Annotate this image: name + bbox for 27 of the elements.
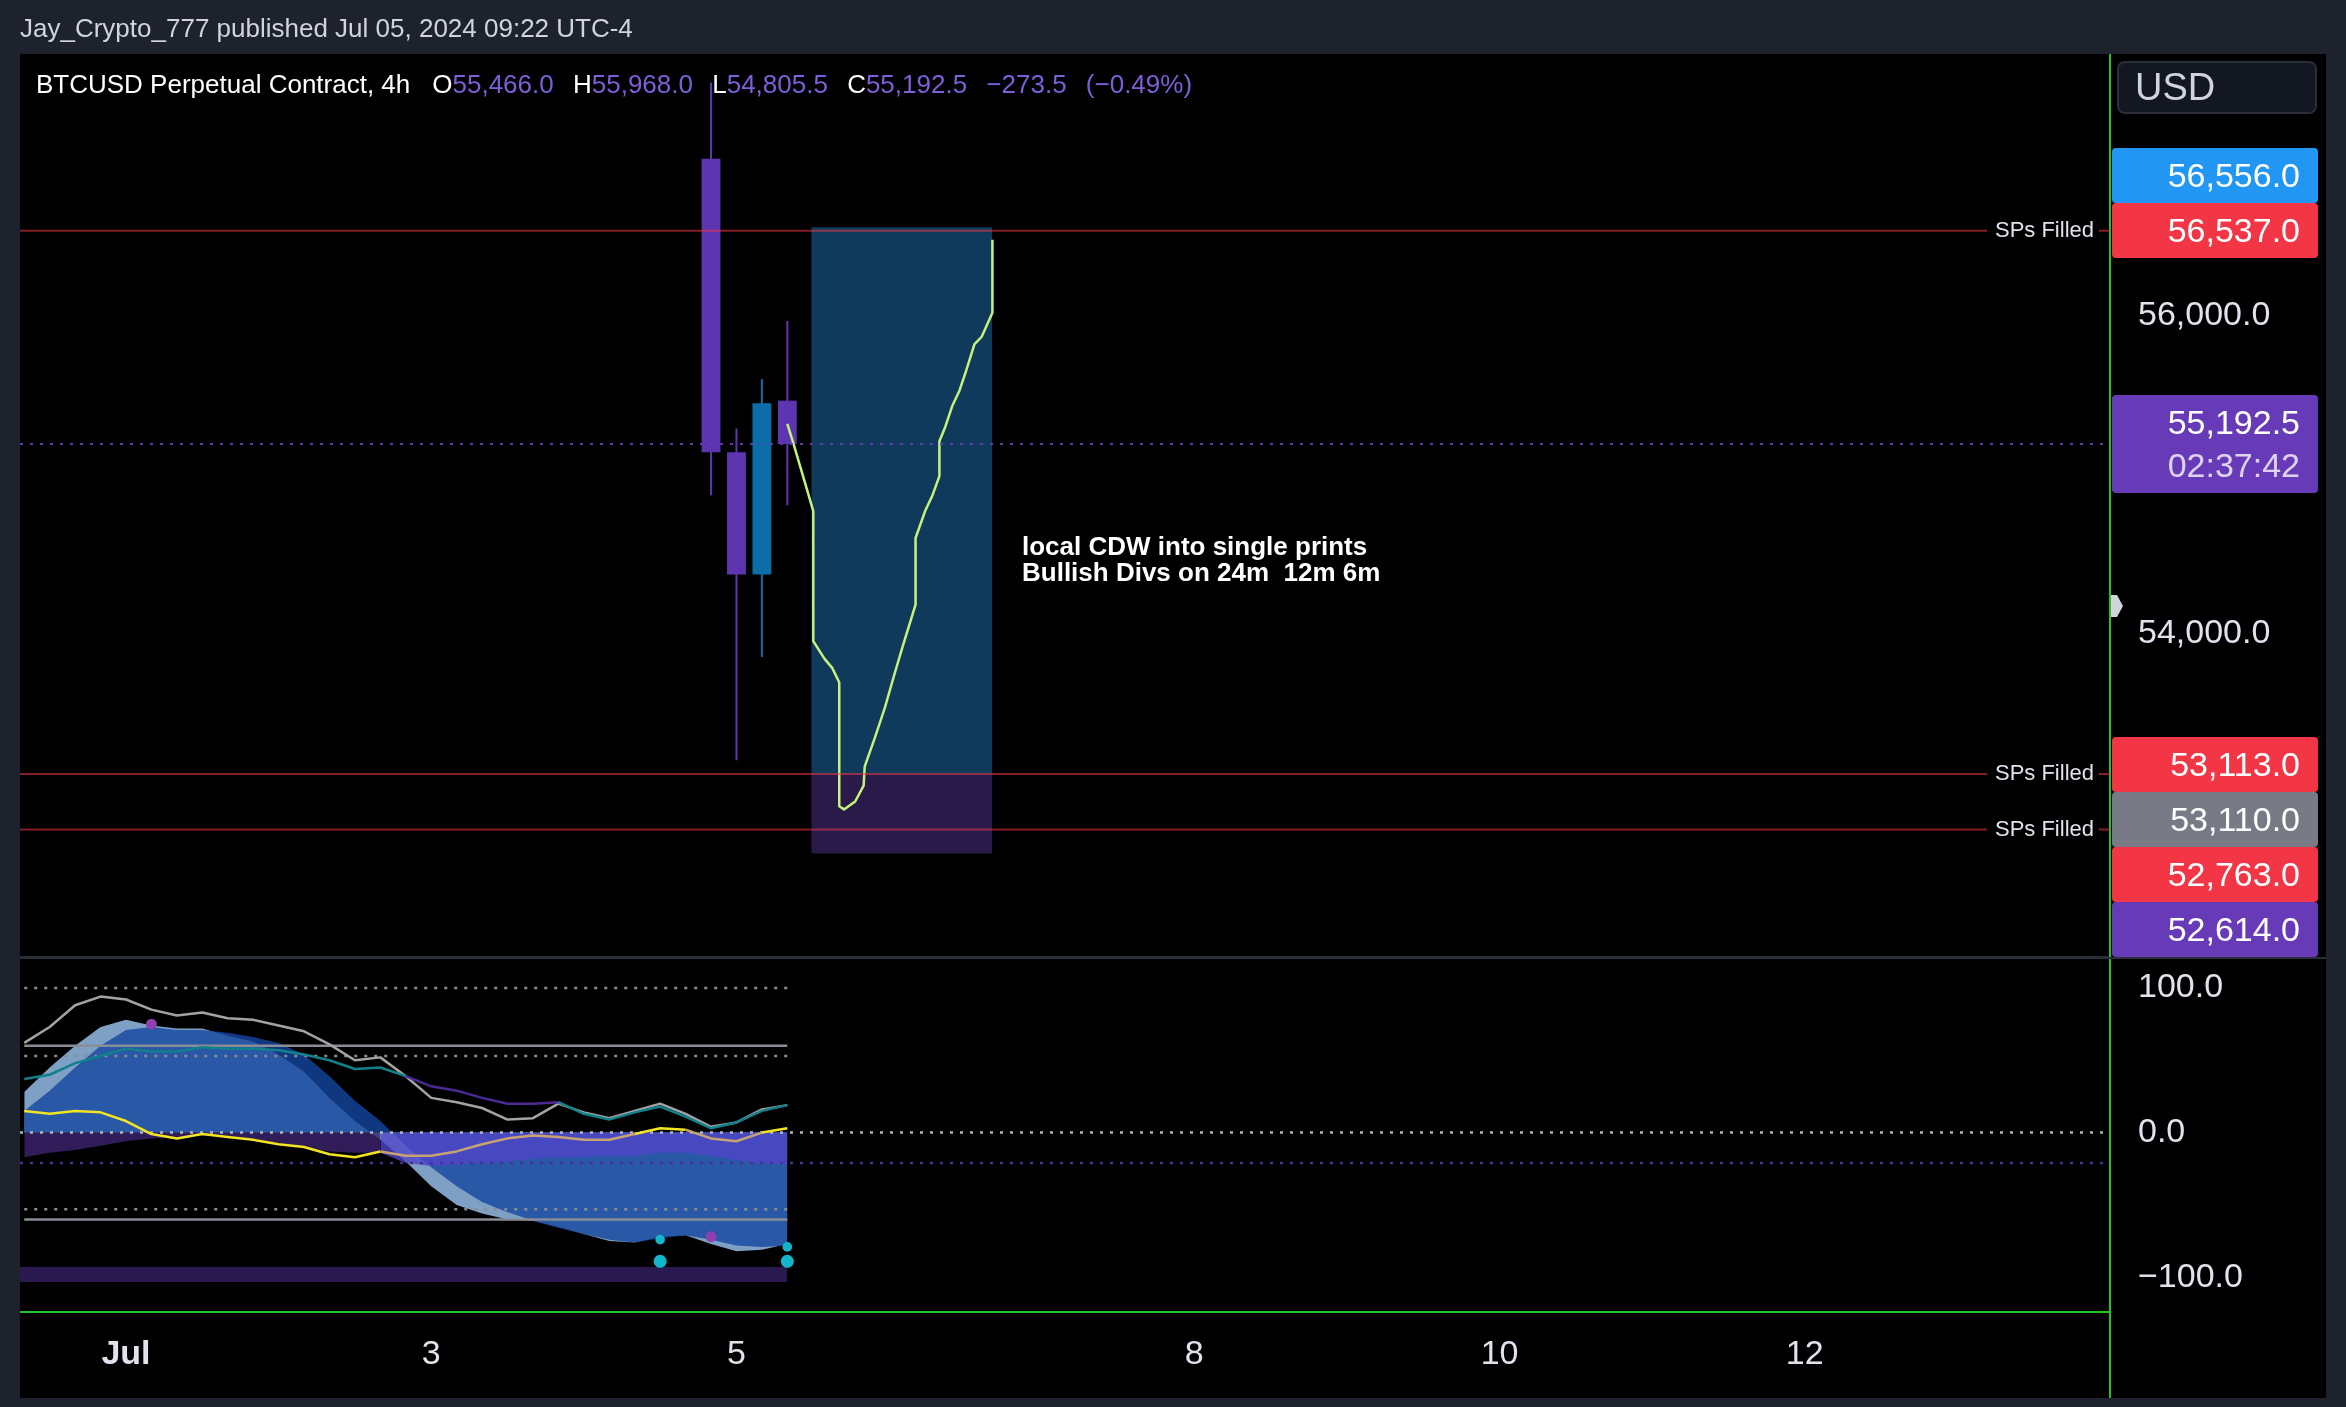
price-tag: 53,110.0 <box>2112 792 2318 847</box>
price-tag: 56,537.0 <box>2112 203 2318 259</box>
ref-line-label: SPs Filled <box>1994 760 2094 786</box>
y-tick-label: 54,000.0 <box>2138 611 2271 650</box>
text: Jay_Crypto_777 published Jul 05, 2024 09:22 UTC-4 <box>20 12 633 44</box>
y-tick-label: 100.0 <box>2138 966 2224 1005</box>
unit-box: USD <box>2117 61 2317 114</box>
price-tag: 52,763.0 <box>2112 847 2318 902</box>
y-tick-label: 56,000.0 <box>2138 294 2271 333</box>
x-tick-label: 8 <box>1184 1332 1204 1371</box>
x-tick-label: 3 <box>421 1332 441 1371</box>
x-tick-label: 5 <box>726 1332 746 1371</box>
y-tick-label: 0.0 <box>2138 1110 2186 1149</box>
y-tick-label: −100.0 <box>2138 1255 2243 1294</box>
ref-line-label: SPs Filled <box>1994 216 2094 242</box>
price-tag: 53,113.0 <box>2112 737 2318 792</box>
price-tag: 55,192.5 <box>2112 395 2318 444</box>
price-tag: 52,614.0 <box>2112 902 2318 957</box>
ref-line-label: SPs Filled <box>1994 815 2094 841</box>
x-tick-label: Jul <box>101 1332 151 1371</box>
annotation: local CDW into single prints <box>1022 531 1368 562</box>
x-tick-label: 12 <box>1785 1332 1824 1371</box>
timer-tag: 02:37:42 <box>2112 444 2318 493</box>
text: O55,466.0 H55,968.0 L54,805.5 C55,192.5 −273.5 (−0.49%) <box>432 68 1193 100</box>
x-tick-label: 10 <box>1480 1332 1519 1371</box>
text: BTCUSD Perpetual Contract, 4h <box>36 69 411 99</box>
price-tag: 56,556.0 <box>2112 148 2318 204</box>
